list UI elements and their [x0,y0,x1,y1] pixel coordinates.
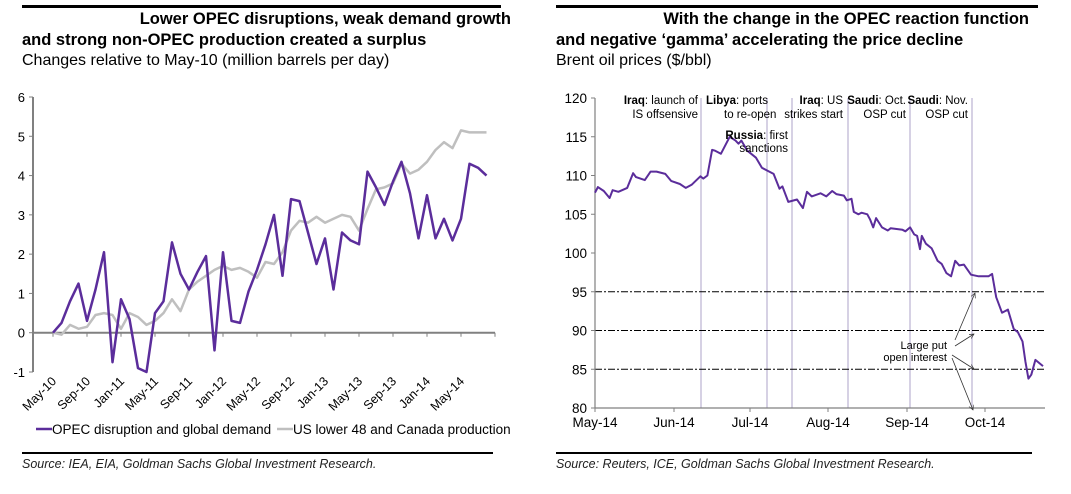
y-tick-label: 80 [572,401,587,416]
x-tick-label: Jun-14 [653,415,695,430]
event-label-line2: to re-open [724,109,776,121]
x-tick-label: Jan-11 [91,374,127,410]
right-chart-subtitle: Brent oil prices ($/bbl) [556,52,712,69]
event-label: Saudi: Nov. [908,95,969,107]
right-chart-source: Source: Reuters, ICE, Goldman Sachs Glob… [556,457,935,471]
event-label-bold: Saudi [908,95,939,107]
left-chart-plot: -10123456May-10Sep-10Jan-11May-11Sep-11J… [13,90,511,437]
x-tick-label: Jan-13 [294,374,331,411]
y-tick-label: 110 [565,169,587,184]
event-label-line2: sanctions [739,143,788,155]
legend-label-opec: OPEC disruption and global demand [52,422,271,437]
event-label: Iraq: launch of [624,95,699,107]
x-tick-label: Sep-11 [157,374,195,412]
event-label: Saudi: Oct. [847,95,906,107]
y-tick-label: 4 [18,169,25,184]
right-chart-panel: With the change in the OPEC reaction fun… [535,0,1071,494]
event-label-bold: Iraq [624,95,645,107]
y-tick-label: 0 [18,326,25,341]
y-tick-label: 1 [18,286,25,301]
event-label-bold: Russia [725,130,763,142]
x-tick-label: Sep-13 [361,374,399,412]
event-label-bold: Saudi [847,95,878,107]
event-label-line2: IS offsensive [632,109,698,121]
event-label-rest: : Nov. [939,95,968,107]
left-chart-title-line1: Lower OPEC disruptions, weak demand grow… [139,10,511,28]
x-tick-label: May-13 [326,374,365,413]
x-tick-label: May-14 [428,374,467,413]
y-tick-label: 105 [564,207,587,222]
x-tick-label: Sep-12 [259,374,297,412]
event-label-bold: Iraq [800,95,821,107]
y-tick-label: 5 [18,129,25,144]
top-rule [22,5,501,8]
event-label-rest: : ports [736,95,768,107]
event-label: Russia: first [725,130,788,142]
event-label-bold: Libya [706,95,737,107]
right-chart-title-line2: and negative ‘gamma’ accelerating the pr… [556,31,964,49]
x-tick-label: Sep-10 [55,374,93,412]
event-label-rest: : Oct. [879,95,906,107]
x-tick-label: May-12 [224,374,263,413]
series-opec-line [52,160,488,374]
right-chart-title-line1: With the change in the OPEC reaction fun… [663,10,1029,28]
left-chart-subtitle: Changes relative to May-10 (million barr… [22,52,390,69]
top-rule [556,5,1038,8]
x-tick-label: Oct-14 [965,415,1006,430]
y-tick-label: 90 [572,324,587,339]
y-tick-label: 95 [572,285,587,300]
event-label-rest: : first [763,130,789,142]
annotation-arrow [954,293,975,341]
event-label: Iraq: US [800,95,844,107]
annotation-line1: Large put [901,340,947,352]
x-tick-label: May-11 [122,374,161,413]
x-tick-label: Jan-12 [192,374,229,411]
x-tick-label: Jan-14 [396,374,433,411]
y-tick-label: 85 [572,362,587,377]
y-tick-label: 115 [565,130,587,145]
event-label-line2: OSP cut [863,109,906,121]
event-label-rest: : launch of [645,95,699,107]
y-tick-label: 120 [564,91,587,106]
bottom-rule [22,452,493,454]
right-chart-plot: 80 85 90 95 100 105 110 115 120 May-14 Jun-14 Jul-1… [564,91,1045,430]
annotation-arrow [951,354,974,369]
event-label-line2: OSP cut [925,109,968,121]
x-tick-label: Sep-14 [885,415,929,430]
y-tick-label: -1 [13,365,25,380]
bottom-rule [556,452,1032,454]
x-tick-label: Aug-14 [806,415,850,430]
annotation-line2: open interest [883,352,947,364]
left-chart-panel: Lower OPEC disruptions, weak demand grow… [0,0,535,494]
event-label-line2: strikes start [784,109,844,121]
y-tick-label: 3 [18,208,25,223]
legend-label-us: US lower 48 and Canada production [293,422,511,437]
x-tick-label: Jul-14 [732,415,769,430]
y-tick-label: 6 [18,90,25,105]
left-chart-title-line2: and strong non-OPEC production created a… [22,31,427,49]
annotation-arrow [954,334,974,347]
annotation-arrow [951,357,973,410]
x-tick-label: May-10 [20,374,59,413]
y-tick-label: 2 [18,247,25,262]
left-chart-source: Source: IEA, EIA, Goldman Sachs Global I… [22,457,377,471]
event-label: Libya: ports [706,95,768,107]
x-tick-label: May-14 [572,415,618,430]
series-us-line [52,129,487,336]
brent-price-line [594,135,1044,380]
event-label-rest: : US [821,95,844,107]
y-tick-label: 100 [564,246,587,261]
